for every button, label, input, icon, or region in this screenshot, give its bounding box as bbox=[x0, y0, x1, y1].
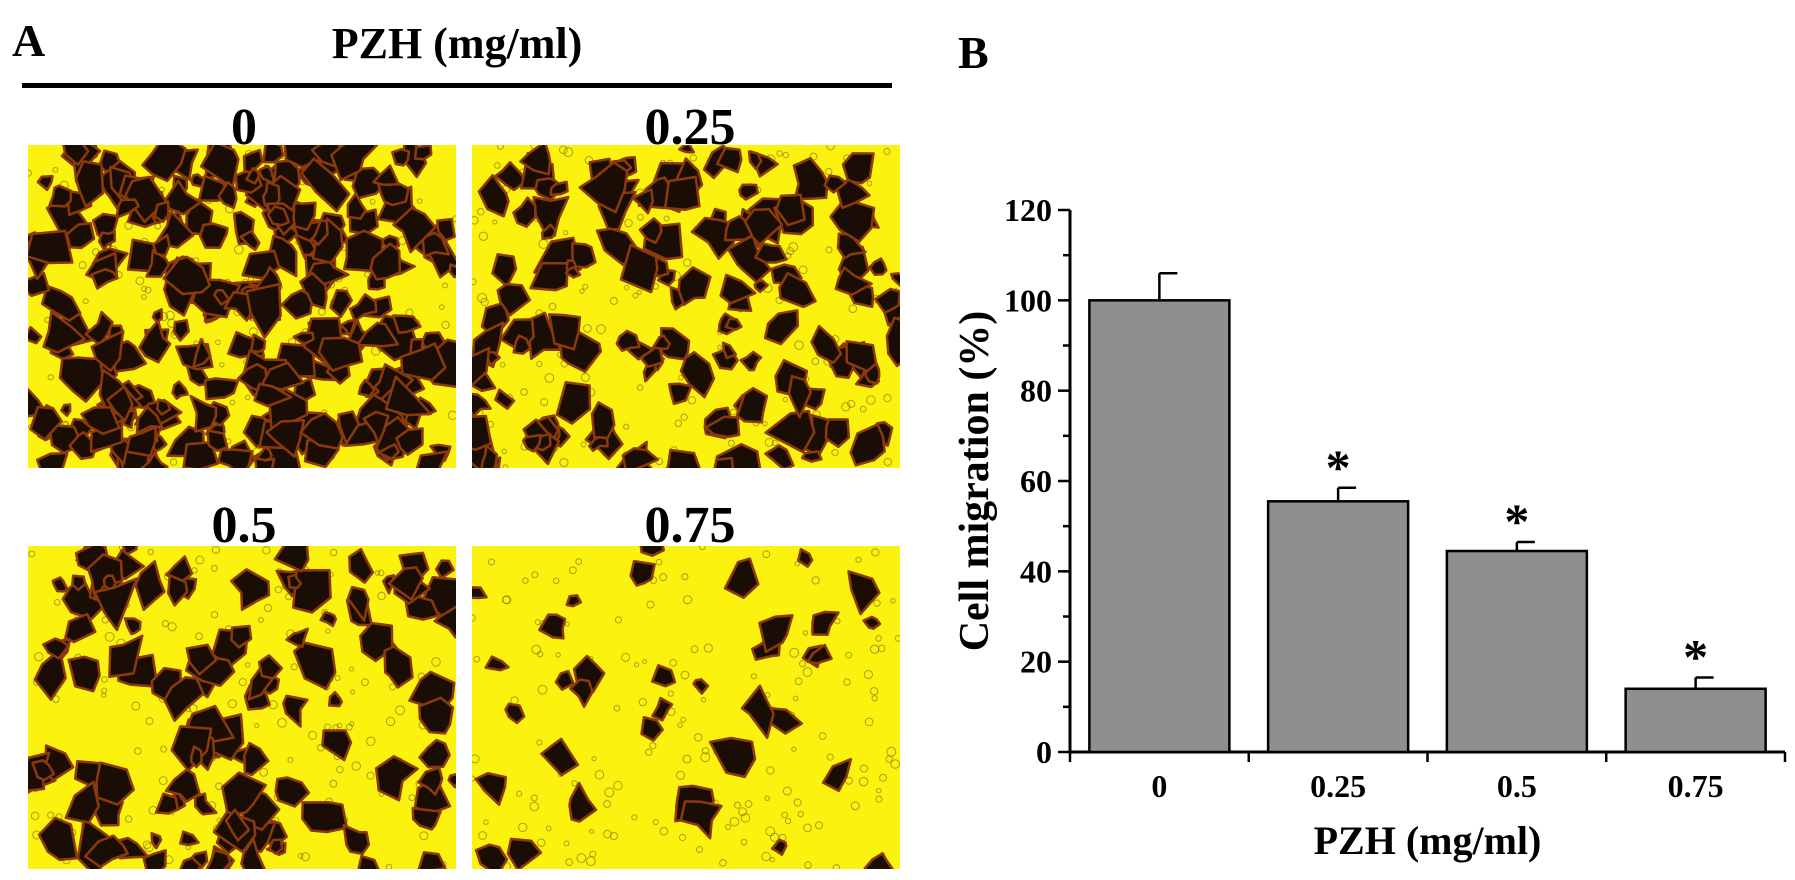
x-tick-label: 0.75 bbox=[1668, 768, 1724, 804]
micrograph-0-75 bbox=[472, 546, 900, 869]
y-tick-label: 100 bbox=[1004, 282, 1052, 318]
micrograph-label-0: 0 bbox=[231, 99, 257, 156]
panel-a-letter: A bbox=[12, 15, 46, 66]
y-tick-label: 0 bbox=[1036, 734, 1052, 770]
micrograph-label-0-5: 0.5 bbox=[211, 497, 277, 554]
y-tick-label: 20 bbox=[1020, 644, 1052, 680]
x-tick-label: 0.5 bbox=[1497, 768, 1537, 804]
significance-marker: * bbox=[1504, 493, 1529, 549]
x-tick-label: 0.25 bbox=[1310, 768, 1366, 804]
bar-0-25 bbox=[1266, 500, 1410, 754]
y-tick-label: 60 bbox=[1020, 463, 1052, 499]
x-axis-title: PZH (mg/ml) bbox=[1314, 818, 1542, 863]
bar-0 bbox=[1088, 299, 1231, 754]
y-tick-label: 40 bbox=[1020, 553, 1052, 589]
y-tick-label: 120 bbox=[1004, 192, 1052, 228]
micrograph-0 bbox=[28, 145, 456, 468]
micrograph-label-0-75: 0.75 bbox=[644, 497, 736, 554]
panel-a-title: PZH (mg/ml) bbox=[331, 19, 583, 68]
significance-marker: * bbox=[1683, 628, 1708, 684]
micrograph-0-5 bbox=[28, 546, 456, 869]
x-tick-label: 0 bbox=[1151, 768, 1167, 804]
micrograph-0-25 bbox=[472, 145, 900, 468]
bar-chart: 0 20 40 60 80 100 120 0 * 0.25 * 0.5 * 0.75 PZH (mg/ml… bbox=[952, 192, 1787, 863]
y-tick-label: 80 bbox=[1020, 373, 1052, 409]
bar-0-75 bbox=[1624, 687, 1767, 754]
significance-marker: * bbox=[1326, 439, 1351, 495]
panel-a-divider bbox=[22, 83, 892, 88]
bar-0-5 bbox=[1445, 549, 1589, 754]
panel-b-letter: B bbox=[958, 27, 989, 78]
y-axis-title: Cell migration (%) bbox=[952, 311, 998, 652]
